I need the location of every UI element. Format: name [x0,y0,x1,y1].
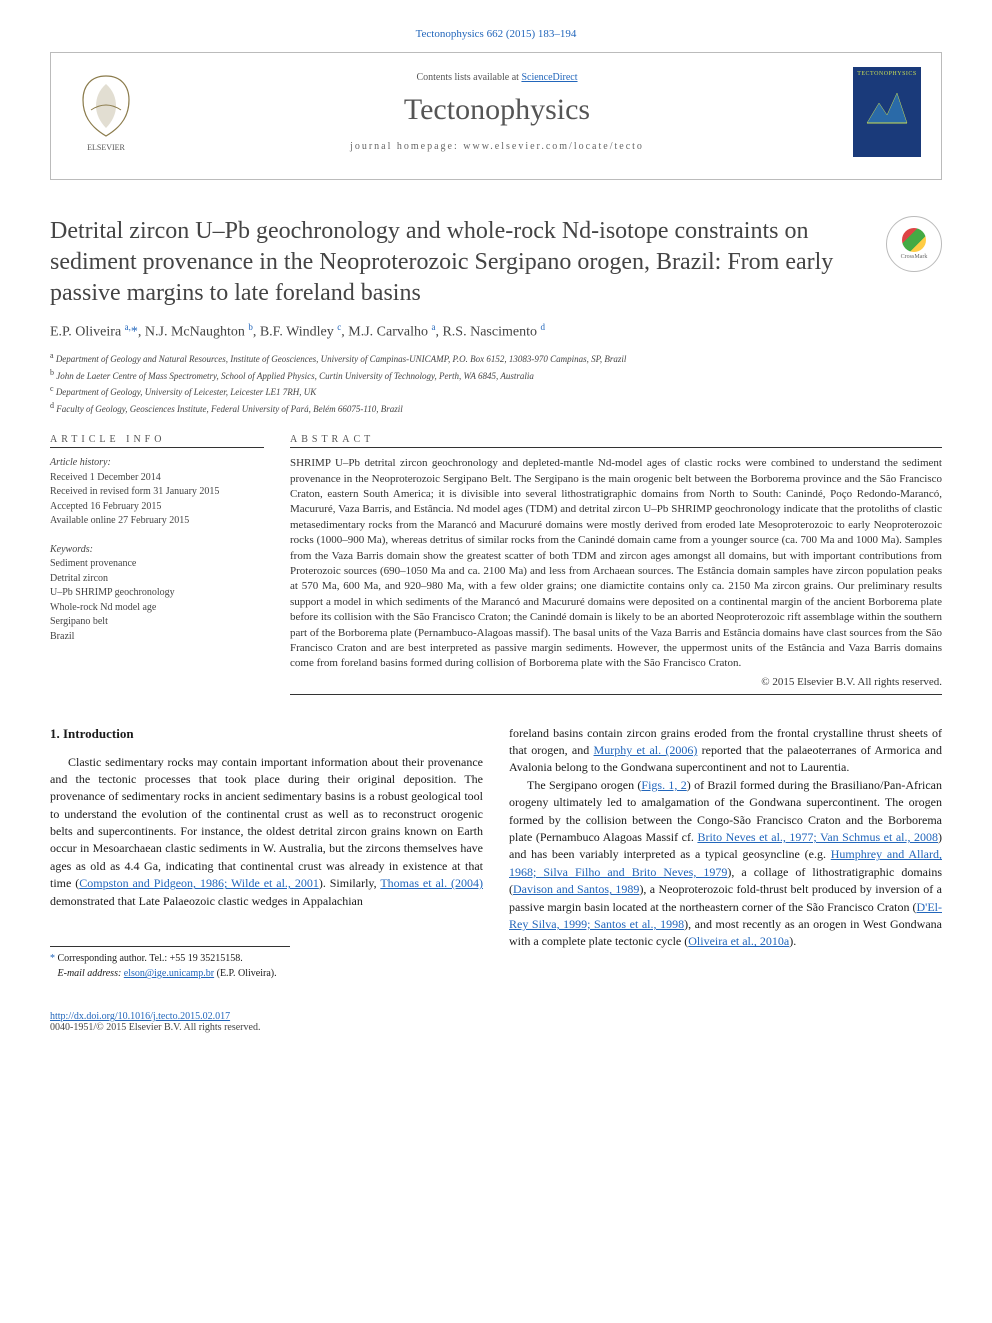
authors-line: E.P. Oliveira a,*, N.J. McNaughton b, B.… [50,322,942,341]
citation-link[interactable]: Murphy et al. (2006) [594,743,698,757]
email-link[interactable]: elson@ige.unicamp.br [124,968,214,979]
page-footer: http://dx.doi.org/10.1016/j.tecto.2015.0… [50,1011,942,1033]
citation-link[interactable]: Davison and Santos, 1989 [513,882,639,896]
crossmark-badge[interactable]: CrossMark [886,216,942,272]
abstract-heading: ABSTRACT [290,434,942,445]
journal-cover-thumbnail: TECTONOPHYSICS [853,67,921,157]
citation-line: Tectonophysics 662 (2015) 183–194 [50,28,942,40]
journal-name: Tectonophysics [141,93,853,127]
svg-text:ELSEVIER: ELSEVIER [87,143,125,152]
body-column-left: 1. Introduction Clastic sedimentary rock… [50,725,483,981]
citation-link[interactable]: Oliveira et al., 2010a [688,934,789,948]
crossmark-icon [902,228,926,252]
lists-available-line: Contents lists available at ScienceDirec… [141,72,853,83]
doi-link[interactable]: http://dx.doi.org/10.1016/j.tecto.2015.0… [50,1011,230,1022]
citation-link[interactable]: Brito Neves et al., 1977; Van Schmus et … [697,830,938,844]
sciencedirect-link[interactable]: ScienceDirect [521,72,577,83]
figure-link[interactable]: Figs. 1, 2 [641,778,686,792]
article-info-heading: ARTICLE INFO [50,434,264,445]
crossmark-label: CrossMark [901,254,928,260]
article-title: Detrital zircon U–Pb geochronology and w… [50,216,886,310]
body-two-columns: 1. Introduction Clastic sedimentary rock… [50,725,942,981]
section-heading-introduction: 1. Introduction [50,725,483,744]
abstract-column: ABSTRACT SHRIMP U–Pb detrital zircon geo… [290,434,942,694]
citation-link[interactable]: Compston and Pidgeon, 1986; Wilde et al.… [79,876,319,890]
keywords-block: Keywords: Sediment provenanceDetrital zi… [50,543,264,645]
journal-homepage-line: journal homepage: www.elsevier.com/locat… [141,141,853,152]
body-column-right: foreland basins contain zircon grains er… [509,725,942,981]
journal-header: ELSEVIER Contents lists available at Sci… [50,52,942,180]
elsevier-logo: ELSEVIER [71,70,141,154]
affiliations-block: a Department of Geology and Natural Reso… [50,350,942,416]
abstract-copyright: © 2015 Elsevier B.V. All rights reserved… [290,676,942,688]
corresponding-author-footnote: * Corresponding author. Tel.: +55 19 352… [50,946,290,981]
citation-link[interactable]: Thomas et al. (2004) [380,876,483,890]
abstract-text: SHRIMP U–Pb detrital zircon geochronolog… [290,456,942,671]
issn-copyright: 0040-1951/© 2015 Elsevier B.V. All right… [50,1022,260,1033]
article-history-block: Article history: Received 1 December 201… [50,456,264,529]
article-info-column: ARTICLE INFO Article history: Received 1… [50,434,264,694]
